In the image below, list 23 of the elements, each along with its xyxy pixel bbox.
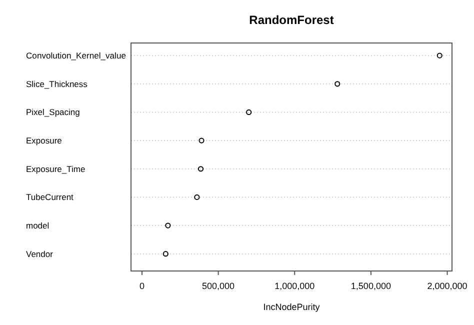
y-tick-label: Exposure bbox=[26, 136, 62, 146]
x-tick-label: 1,000,000 bbox=[274, 281, 315, 291]
chart-title: RandomForest bbox=[249, 13, 334, 27]
point bbox=[246, 109, 252, 116]
x-axis-title: IncNodePurity bbox=[263, 302, 320, 312]
point bbox=[162, 251, 168, 257]
point bbox=[436, 52, 442, 58]
y-tick-label: TubeCurrent bbox=[26, 192, 74, 202]
point bbox=[198, 138, 204, 144]
y-tick-label: model bbox=[26, 220, 50, 230]
point bbox=[165, 222, 171, 228]
point bbox=[194, 194, 200, 200]
y-tick-label: Exposure_Time bbox=[26, 164, 86, 174]
y-tick-label: Pixel_Spacing bbox=[26, 107, 80, 118]
point bbox=[334, 81, 340, 87]
x-tick-label: 2,000,000 bbox=[427, 281, 468, 291]
x-tick-label: 1,500,000 bbox=[350, 281, 391, 291]
y-tick-label: Convolution_Kernel_value bbox=[26, 50, 126, 61]
point bbox=[198, 166, 204, 172]
x-tick-label: 0 bbox=[139, 281, 144, 291]
y-tick-label: Vendor bbox=[26, 248, 54, 259]
y-tick-label: Slice_Thickness bbox=[26, 78, 88, 89]
x-tick-label: 500,000 bbox=[202, 281, 235, 291]
